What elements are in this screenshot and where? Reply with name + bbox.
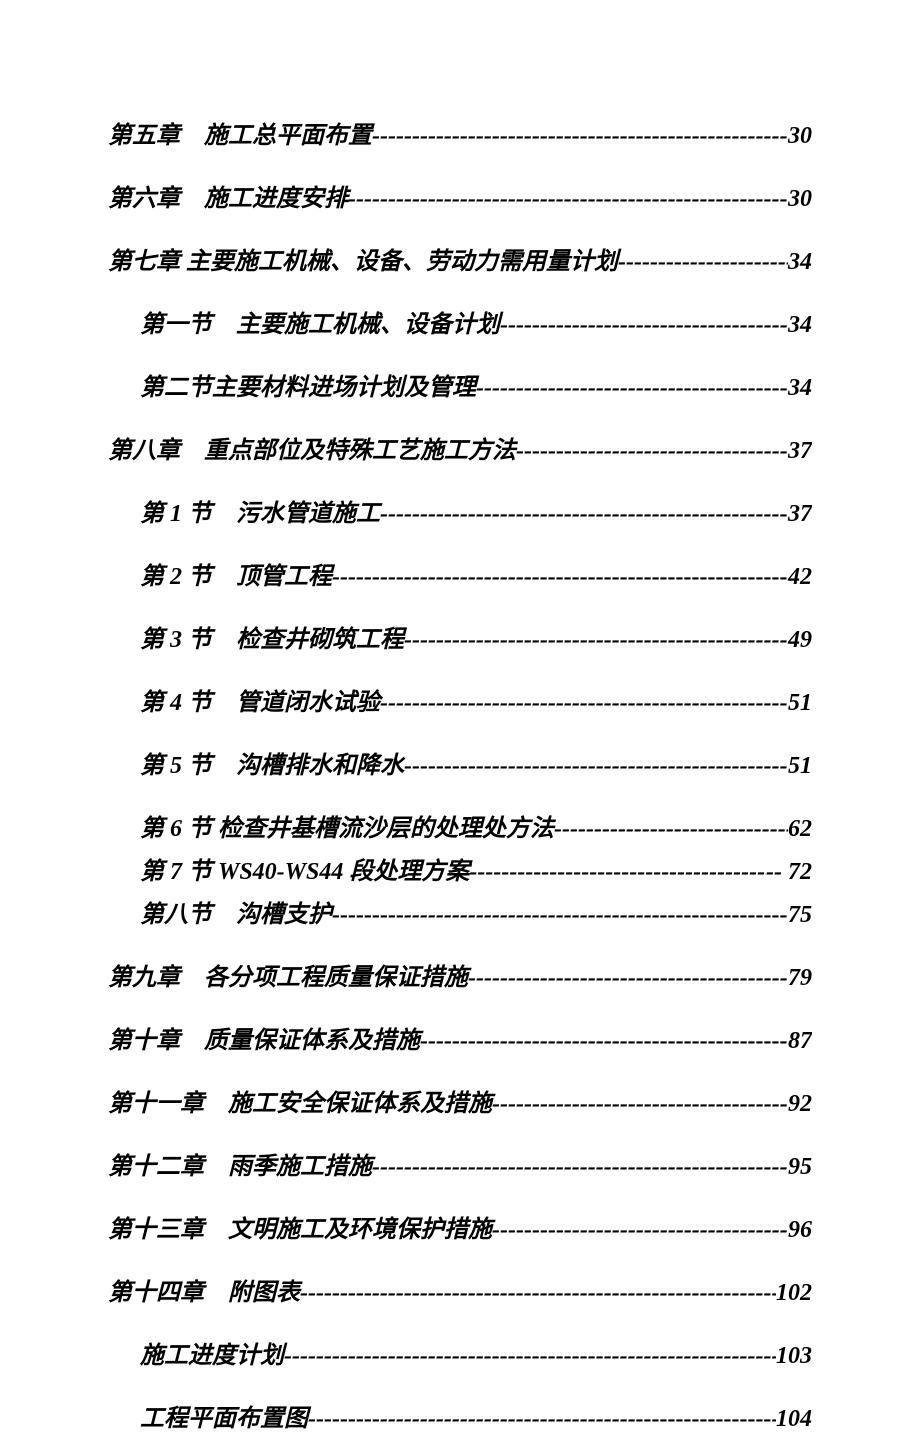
toc-entry: 第一节 主要施工机械、设备计划 34 — [108, 304, 812, 339]
toc-entry-label: 第二节主要材料进场计划及管理 — [140, 367, 476, 402]
toc-entry-page: -- 72 — [766, 859, 812, 886]
toc-entry-page: 62 — [788, 816, 812, 843]
toc-entry-label: 第八节 沟槽支护 — [140, 894, 332, 929]
toc-entry-page: 87 — [788, 1028, 812, 1055]
toc-entry: 第五章 施工总平面布置 30 — [108, 115, 812, 150]
toc-leader — [468, 965, 788, 992]
toc-entry: 第 6 节 检查井基槽流沙层的处理处方法 62 — [108, 808, 812, 843]
toc-leader — [348, 186, 788, 213]
toc-entry-page: 30 — [788, 123, 812, 150]
toc-leader — [500, 312, 788, 339]
toc-entry-label: 第七章 主要施工机械、设备、劳动力需用量计划 — [108, 241, 618, 276]
toc-entry-label: 第一节 主要施工机械、设备计划 — [140, 304, 500, 339]
toc-entry: 第八节 沟槽支护 75 — [108, 894, 812, 929]
toc-entry-label: 第 2 节 顶管工程 — [140, 556, 332, 591]
toc-leader — [284, 1343, 776, 1370]
toc-entry: 第七章 主要施工机械、设备、劳动力需用量计划 34 — [108, 241, 812, 276]
toc-entry: 第 5 节 沟槽排水和降水 51 — [108, 745, 812, 780]
toc-entry-label: 第十章 质量保证体系及措施 — [108, 1020, 420, 1055]
toc-entry-label: 第十一章 施工安全保证体系及措施 — [108, 1083, 492, 1118]
toc-leader — [300, 1280, 776, 1307]
toc-entry-label: 第 1 节 污水管道施工 — [140, 493, 380, 528]
toc-entry-page: 75 — [788, 902, 812, 929]
toc-entry-label: 第 6 节 检查井基槽流沙层的处理处方法 — [140, 808, 554, 843]
table-of-contents: 第五章 施工总平面布置 30 第六章 施工进度安排 30 第七章 主要施工机械、设备、劳… — [108, 115, 812, 1433]
toc-entry-page: 34 — [788, 312, 812, 339]
toc-entry: 第 4 节 管道闭水试验 51 — [108, 682, 812, 717]
toc-entry-page: 34 — [788, 249, 812, 276]
toc-entry-page: 30 — [788, 186, 812, 213]
toc-leader — [308, 1406, 776, 1433]
toc-entry-label: 第 5 节 沟槽排水和降水 — [140, 745, 404, 780]
toc-entry: 第 7 节 WS40-WS44 段处理方案 -- 72 — [108, 851, 812, 886]
toc-entry-page: 51 — [788, 690, 812, 717]
toc-entry: 第 1 节 污水管道施工 37 — [108, 493, 812, 528]
toc-entry: 第二节主要材料进场计划及管理 34 — [108, 367, 812, 402]
toc-entry-page: 92 — [788, 1091, 812, 1118]
toc-leader — [476, 375, 788, 402]
toc-entry-label: 第五章 施工总平面布置 — [108, 115, 372, 150]
toc-entry-page: 37 — [788, 501, 812, 528]
toc-leader — [492, 1217, 788, 1244]
toc-leader — [404, 753, 788, 780]
toc-entry: 第九章 各分项工程质量保证措施 79 — [108, 957, 812, 992]
toc-entry: 第十二章 雨季施工措施 95 — [108, 1146, 812, 1181]
toc-entry-label: 第六章 施工进度安排 — [108, 178, 348, 213]
toc-leader — [332, 902, 788, 929]
toc-entry-page: 104 — [776, 1406, 812, 1433]
toc-entry: 第十三章 文明施工及环境保护措施 96 — [108, 1209, 812, 1244]
toc-entry-page: 79 — [788, 965, 812, 992]
toc-entry: 第 3 节 检查井砌筑工程 49 — [108, 619, 812, 654]
toc-leader — [372, 1154, 788, 1181]
toc-entry-page: 103 — [776, 1343, 812, 1370]
toc-entry: 第六章 施工进度安排 30 — [108, 178, 812, 213]
toc-entry-page: 49 — [788, 627, 812, 654]
toc-entry: 第十一章 施工安全保证体系及措施 92 — [108, 1083, 812, 1118]
toc-entry-page: 95 — [788, 1154, 812, 1181]
toc-leader — [516, 438, 788, 465]
toc-entry: 工程平面布置图 104 — [108, 1398, 812, 1433]
toc-leader — [554, 816, 788, 843]
toc-entry: 第八章 重点部位及特殊工艺施工方法 37 — [108, 430, 812, 465]
toc-entry-label: 第八章 重点部位及特殊工艺施工方法 — [108, 430, 516, 465]
toc-entry-label: 第十二章 雨季施工措施 — [108, 1146, 372, 1181]
toc-entry-label: 第十三章 文明施工及环境保护措施 — [108, 1209, 492, 1244]
toc-entry: 施工进度计划 103 — [108, 1335, 812, 1370]
toc-entry-page: 37 — [788, 438, 812, 465]
toc-leader — [372, 123, 788, 150]
toc-entry-label: 施工进度计划 — [140, 1335, 284, 1370]
toc-leader — [492, 1091, 788, 1118]
toc-entry: 第十章 质量保证体系及措施 87 — [108, 1020, 812, 1055]
toc-entry-page: 34 — [788, 375, 812, 402]
toc-leader — [618, 249, 788, 276]
toc-entry-label: 第 4 节 管道闭水试验 — [140, 682, 380, 717]
toc-entry-page: 96 — [788, 1217, 812, 1244]
toc-leader — [380, 690, 788, 717]
toc-entry-label: 第 7 节 WS40-WS44 段处理方案 — [140, 851, 469, 886]
toc-entry-page: 102 — [776, 1280, 812, 1307]
toc-leader — [420, 1028, 788, 1055]
toc-entry-label: 工程平面布置图 — [140, 1398, 308, 1433]
toc-entry: 第 2 节 顶管工程 42 — [108, 556, 812, 591]
toc-leader — [469, 859, 766, 886]
toc-entry-page: 42 — [788, 564, 812, 591]
toc-leader — [380, 501, 788, 528]
toc-entry-label: 第 3 节 检查井砌筑工程 — [140, 619, 404, 654]
toc-leader — [404, 627, 788, 654]
toc-entry-page: 51 — [788, 753, 812, 780]
toc-leader — [332, 564, 788, 591]
toc-entry-label: 第九章 各分项工程质量保证措施 — [108, 957, 468, 992]
